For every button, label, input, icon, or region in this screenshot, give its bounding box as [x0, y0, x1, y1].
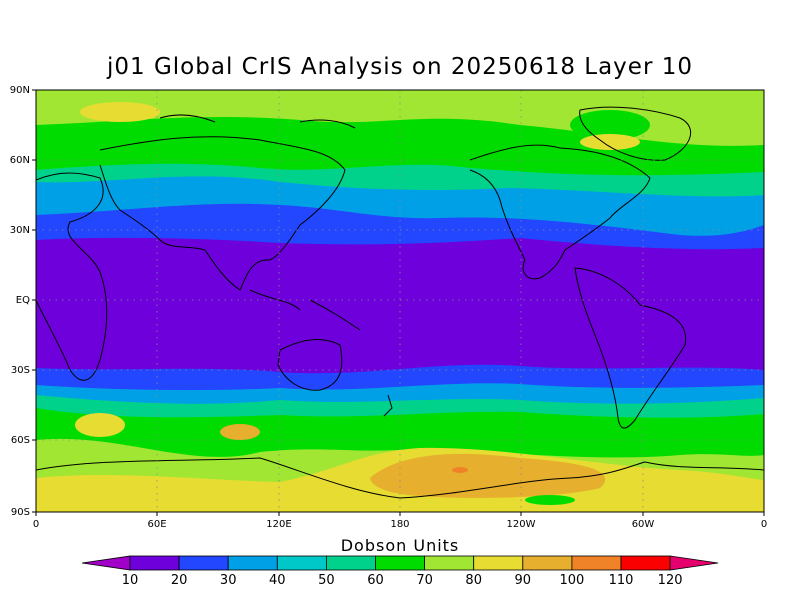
coast-antarctica — [36, 457, 764, 499]
colorbar-box — [571, 555, 622, 571]
x-tick-label: 60W — [632, 519, 655, 530]
y-tick-label: 60S — [11, 435, 30, 446]
colorbar-tick-label: 110 — [609, 573, 634, 588]
x-tick-label: 180 — [390, 519, 409, 530]
colorbar-box — [473, 555, 524, 571]
colorbar-box — [424, 555, 475, 571]
tick-marks — [32, 89, 765, 516]
gridlines — [36, 90, 764, 512]
coast-arctic-islands — [159, 114, 356, 129]
patch-orange-antarctic — [370, 453, 606, 498]
coast-australia — [277, 339, 343, 391]
page-title: j01 Global CrIS Analysis on 20250618 Lay… — [107, 54, 693, 80]
patch-yellow-greenland — [580, 134, 640, 150]
colorbar-tick-label: 10 — [122, 573, 139, 588]
y-tick-labels: 90N 60N 30N EQ 30S 60S 90S — [10, 85, 30, 518]
colorbar-tick-label: 30 — [220, 573, 237, 588]
x-tick-label: 120W — [507, 519, 536, 530]
x-tick-label: 0 — [761, 519, 767, 530]
y-tick-label: 90S — [11, 507, 30, 518]
colorbar-tick-label: 120 — [658, 573, 683, 588]
colorbar-tick-label: 60 — [367, 573, 384, 588]
coast-new-zealand — [383, 394, 393, 417]
coast-north-america — [469, 144, 651, 280]
colorbar-tick-label: 50 — [318, 573, 335, 588]
patch-red-antarctic — [452, 467, 468, 473]
patch-green-antarctic-low — [525, 495, 575, 505]
y-tick-label: EQ — [16, 295, 30, 306]
colorbar-left-triangle — [81, 555, 131, 571]
colorbar-box — [325, 555, 376, 571]
colorbar-box — [276, 555, 327, 571]
x-tick-label: 0 — [33, 519, 39, 530]
y-tick-label: 30S — [11, 365, 30, 376]
coastlines — [36, 106, 764, 499]
patch-yellow-arctic — [80, 102, 160, 122]
colorbar-tick-label: 20 — [171, 573, 188, 588]
coast-south-america — [574, 267, 687, 429]
colorbar-title: Dobson Units — [340, 536, 460, 555]
x-tick-label: 60E — [147, 519, 166, 530]
x-tick-label: 120E — [266, 519, 291, 530]
colorbar-tick-label: 40 — [269, 573, 286, 588]
colorbar-box — [178, 555, 229, 571]
colorbar-right-triangle — [669, 555, 719, 571]
colorbar: 10 20 30 40 50 60 70 80 90 100 110 120 — [81, 555, 719, 588]
colorbar-tick-label: 80 — [465, 573, 482, 588]
colorbar-tick-label: 90 — [515, 573, 532, 588]
y-tick-label: 30N — [10, 225, 30, 236]
colorbar-tick-label: 70 — [416, 573, 433, 588]
y-tick-label: 60N — [10, 155, 30, 166]
patch-yellow-south-atl — [75, 413, 125, 437]
colorbar-tick-label: 100 — [559, 573, 584, 588]
colorbar-box — [375, 555, 425, 571]
coast-asia — [99, 136, 346, 291]
colorbar-box — [129, 555, 180, 571]
coast-greenland — [579, 106, 692, 161]
y-tick-label: 90N — [10, 85, 30, 96]
coast-southeast-asia-islands — [249, 289, 361, 331]
x-tick-labels: 0 60E 120E 180 120W 60W 0 — [33, 519, 767, 530]
colorbar-box — [620, 555, 671, 571]
colorbar-box — [227, 555, 278, 571]
patch-orange-south-indian — [220, 424, 260, 440]
colorbar-box — [522, 555, 573, 571]
